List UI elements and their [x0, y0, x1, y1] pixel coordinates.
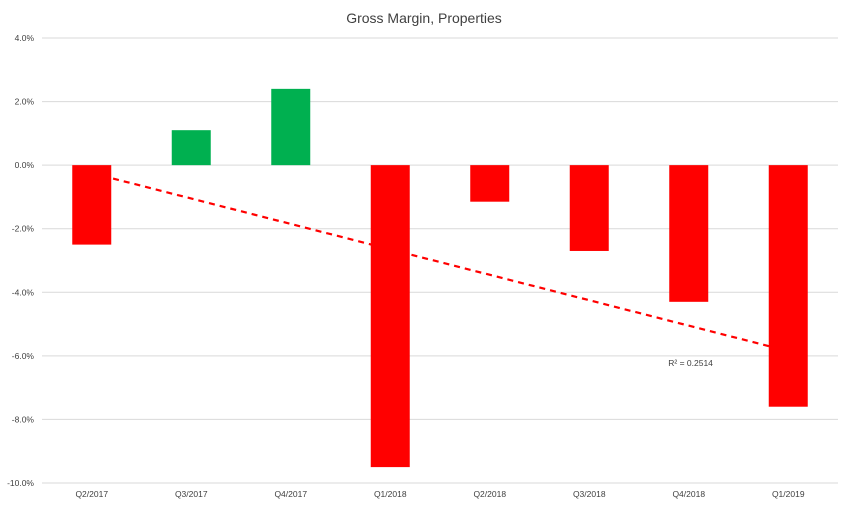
bar: [768, 165, 808, 407]
bar: [569, 165, 609, 251]
gridlines: [42, 37, 838, 484]
trendline: R² = 0.2514: [91, 172, 789, 368]
x-tick-label: Q2/2017: [75, 489, 108, 499]
bar: [72, 165, 112, 245]
y-axis: 4.0% 2.0% 0.0% -2.0% -4.0% -6.0% -8.0% -10.0%: [7, 33, 34, 488]
y-tick-label: -2.0%: [12, 224, 35, 234]
y-tick-label: -10.0%: [7, 478, 34, 488]
x-tick-label: Q2/2018: [473, 489, 506, 499]
y-tick-label: 2.0%: [15, 97, 35, 107]
y-tick-label: 0.0%: [15, 160, 35, 170]
chart-title: Gross Margin, Properties: [346, 10, 502, 26]
bar: [271, 88, 311, 166]
bar: [669, 165, 709, 302]
x-tick-label: Q1/2018: [374, 489, 407, 499]
x-tick-label: Q3/2018: [573, 489, 606, 499]
bar: [470, 165, 510, 202]
y-tick-label: -6.0%: [12, 351, 35, 361]
x-tick-label: Q4/2018: [672, 489, 705, 499]
bar: [171, 130, 211, 166]
x-tick-label: Q1/2019: [772, 489, 805, 499]
bar-series: [72, 88, 808, 468]
trendline-line: [91, 172, 789, 353]
y-tick-label: -8.0%: [12, 414, 35, 424]
x-tick-label: Q3/2017: [175, 489, 208, 499]
y-tick-label: -4.0%: [12, 287, 35, 297]
x-tick-label: Q4/2017: [274, 489, 307, 499]
y-tick-label: 4.0%: [15, 33, 35, 43]
x-axis: Q2/2017 Q3/2017 Q4/2017 Q1/2018 Q2/2018 Q3/20…: [75, 489, 804, 499]
r-squared-label: R² = 0.2514: [668, 358, 713, 368]
bar: [370, 165, 410, 468]
